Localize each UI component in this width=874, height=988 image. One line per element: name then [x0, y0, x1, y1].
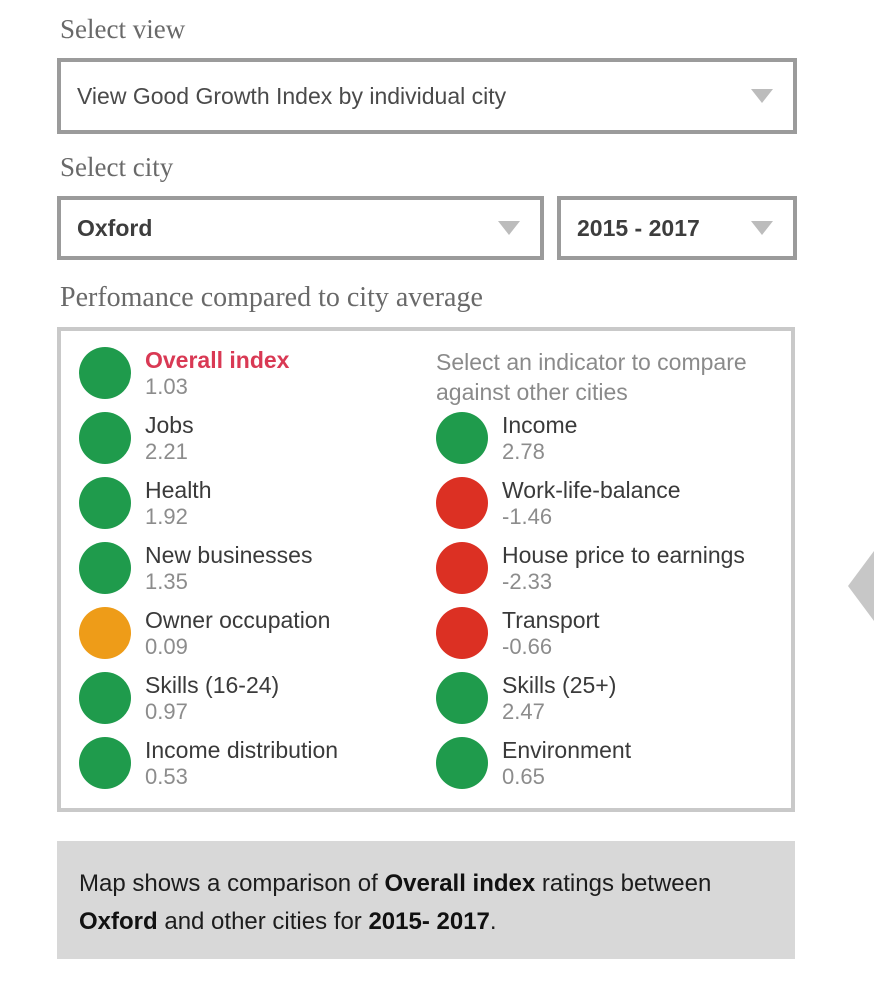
chevron-down-icon	[751, 221, 773, 235]
indicator-status-dot	[436, 737, 488, 789]
chevron-down-icon	[751, 89, 773, 103]
indicator-column-right: Select an indicator to compare against o…	[436, 347, 791, 808]
map-note-bold-segment: Oxford	[79, 908, 158, 935]
indicator-value: 1.35	[145, 568, 188, 594]
indicator-row[interactable]: Income distribution 0.53	[79, 737, 436, 789]
indicator-text: Skills (25+) 2.47	[502, 672, 616, 725]
indicator-value: 0.09	[145, 633, 188, 659]
indicator-text: Overall index 1.03	[145, 347, 289, 400]
indicator-row[interactable]: Skills (25+) 2.47	[436, 672, 791, 724]
map-note-segment: Map shows a comparison of	[79, 870, 385, 897]
indicator-text: Income distribution 0.53	[145, 737, 338, 790]
indicator-text: Work-life-balance -1.46	[502, 477, 681, 530]
indicator-row[interactable]: Overall index 1.03	[79, 347, 436, 399]
period-dropdown-value: 2015 - 2017	[577, 214, 700, 241]
indicator-row[interactable]: Jobs 2.21	[79, 412, 436, 464]
indicator-label: Environment	[502, 736, 632, 763]
indicator-label: Skills (16-24)	[145, 671, 280, 698]
indicator-column-right-rows: Income 2.78 Work-life-balance -1.46 House pr…	[436, 412, 791, 789]
indicator-row[interactable]: Income 2.78	[436, 412, 791, 464]
indicator-instruction: Select an indicator to compare against o…	[436, 349, 747, 405]
indicator-row[interactable]: Environment 0.65	[436, 737, 791, 789]
indicator-value: 0.53	[145, 763, 188, 789]
indicator-label: Owner occupation	[145, 606, 331, 633]
indicator-row[interactable]: Transport -0.66	[436, 607, 791, 659]
indicator-value: 0.65	[502, 763, 545, 789]
indicator-row[interactable]: Owner occupation 0.09	[79, 607, 436, 659]
indicator-status-dot	[79, 477, 131, 529]
indicator-panel: Overall index 1.03 Jobs 2.21 Health 1.92 New b…	[57, 327, 795, 812]
view-dropdown[interactable]: View Good Growth Index by individual cit…	[57, 58, 797, 134]
indicator-label: Overall index	[145, 346, 290, 373]
indicator-status-dot	[79, 607, 131, 659]
indicator-status-dot	[436, 477, 488, 529]
indicator-label: New businesses	[145, 541, 313, 568]
indicator-status-dot	[436, 542, 488, 594]
map-note-box: Map shows a comparison of Overall index …	[57, 841, 795, 959]
indicator-status-dot	[79, 347, 131, 399]
indicator-value: -1.46	[502, 503, 553, 529]
indicator-row[interactable]: Work-life-balance -1.46	[436, 477, 791, 529]
chevron-down-icon	[498, 221, 520, 235]
indicator-row[interactable]: House price to earnings -2.33	[436, 542, 791, 594]
indicator-status-dot	[436, 672, 488, 724]
indicator-value: 1.92	[145, 503, 188, 529]
indicator-label: House price to earnings	[502, 541, 745, 568]
indicator-row[interactable]: New businesses 1.35	[79, 542, 436, 594]
map-note-text: Map shows a comparison of Overall index …	[79, 865, 773, 941]
indicator-status-dot	[436, 607, 488, 659]
indicator-label: Jobs	[145, 411, 194, 438]
performance-heading: Perfomance compared to city average	[60, 282, 483, 313]
indicator-value: 1.03	[145, 373, 188, 399]
indicator-text: Jobs 2.21	[145, 412, 194, 465]
indicator-text: New businesses 1.35	[145, 542, 312, 595]
indicator-text: Health 1.92	[145, 477, 211, 530]
indicator-status-dot	[79, 672, 131, 724]
select-view-label: Select view	[60, 14, 186, 44]
indicator-label: Work-life-balance	[502, 476, 681, 503]
map-note-segment: and other cities for	[157, 908, 369, 935]
indicator-value: -0.66	[502, 633, 553, 659]
indicator-status-dot	[79, 412, 131, 464]
select-city-label: Select city	[60, 152, 174, 182]
period-dropdown[interactable]: 2015 - 2017	[557, 196, 797, 260]
city-period-row: Oxford 2015 - 2017	[57, 196, 874, 260]
indicator-status-dot	[436, 412, 488, 464]
indicator-text: Income 2.78	[502, 412, 577, 465]
view-dropdown-value: View Good Growth Index by individual cit…	[77, 82, 507, 109]
indicator-value: 2.21	[145, 438, 188, 464]
indicator-label: Health	[145, 476, 212, 503]
map-note-bold-segment: 2015- 2017	[368, 908, 490, 935]
city-dropdown[interactable]: Oxford	[57, 196, 544, 260]
chevron-left-icon[interactable]	[847, 549, 874, 623]
indicator-text: Skills (16-24) 0.97	[145, 672, 279, 725]
indicator-value: 0.97	[145, 698, 188, 724]
indicator-row[interactable]: Skills (16-24) 0.97	[79, 672, 436, 724]
indicator-text: Transport -0.66	[502, 607, 600, 660]
indicator-value: 2.47	[502, 698, 545, 724]
map-note-segment: ratings between	[535, 870, 712, 897]
indicator-text: House price to earnings -2.33	[502, 542, 745, 595]
indicator-status-dot	[79, 737, 131, 789]
map-note-bold-segment: Overall index	[384, 870, 536, 897]
indicator-value: 2.78	[502, 438, 545, 464]
indicator-status-dot	[79, 542, 131, 594]
indicator-column-left: Overall index 1.03 Jobs 2.21 Health 1.92 New b…	[79, 347, 436, 808]
indicator-label: Income	[502, 411, 578, 438]
indicator-label: Transport	[502, 606, 600, 633]
indicator-label: Income distribution	[145, 736, 339, 763]
map-note-segment: .	[489, 908, 497, 935]
indicator-row[interactable]: Health 1.92	[79, 477, 436, 529]
indicator-text: Owner occupation 0.09	[145, 607, 330, 660]
indicator-text: Environment 0.65	[502, 737, 631, 790]
indicator-value: -2.33	[502, 568, 553, 594]
indicator-label: Skills (25+)	[502, 671, 617, 698]
city-dropdown-value: Oxford	[77, 214, 153, 241]
